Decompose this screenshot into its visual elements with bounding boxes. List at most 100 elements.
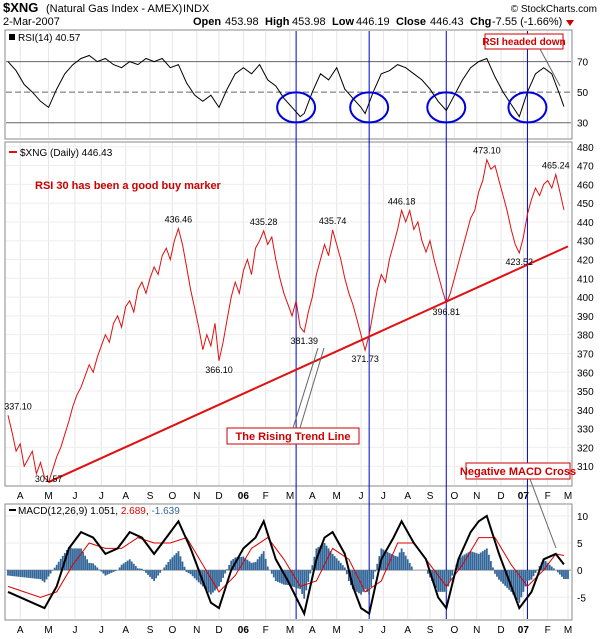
x-label-bottom: A — [309, 625, 316, 636]
macd-histogram-bar — [145, 570, 147, 573]
open-value: 453.98 — [225, 16, 259, 28]
rsi-headed-down-text: RSI headed down — [482, 37, 565, 48]
macd-histogram-bar — [439, 570, 442, 592]
macd-histogram-bar — [534, 570, 537, 573]
macd-histogram-bar — [471, 551, 474, 571]
macd-histogram-bar — [532, 570, 535, 577]
price-data-label: 366.10 — [205, 365, 233, 375]
price-data-label: 473.10 — [473, 146, 501, 156]
macd-histogram-bar — [331, 553, 334, 571]
macd-histogram-bar — [435, 570, 438, 589]
chg-label: Chg — [470, 16, 491, 28]
macd-histogram-bar — [449, 570, 452, 581]
macd-legend: MACD(12,26,9) 1.051, 2.689, -1.639 — [18, 506, 180, 517]
macd-histogram-bar — [356, 570, 358, 592]
macd-histogram-bar — [23, 570, 26, 578]
macd-histogram-bar — [82, 552, 84, 571]
open-label: Open — [193, 16, 221, 28]
x-label-bottom: F — [545, 625, 551, 636]
price-ytick-label: 380 — [577, 331, 594, 342]
macd-signal-line — [7, 536, 564, 598]
macd-histogram-bar — [352, 570, 354, 590]
macd-legend-macd: 1.051 — [90, 506, 115, 517]
macd-ytick-label: 10 — [577, 512, 589, 523]
macd-histogram-bar — [376, 563, 379, 571]
x-label-middle: M — [564, 491, 572, 502]
macd-histogram-bar — [157, 570, 160, 576]
macd-histogram-bar — [445, 570, 448, 592]
x-label-bottom: A — [17, 625, 24, 636]
macd-histogram-bar — [514, 570, 517, 598]
macd-histogram-bar — [289, 570, 291, 586]
x-label-middle: D — [497, 491, 504, 502]
macd-histogram-bar — [410, 566, 413, 571]
macd-histogram-bar — [209, 570, 212, 595]
price-ytick-label: 330 — [577, 425, 594, 436]
macd-histogram-bar — [149, 570, 151, 577]
macd-histogram-bar — [53, 567, 56, 571]
macd-histogram-bar — [19, 570, 22, 577]
macd-histogram-bar — [242, 556, 245, 571]
macd-histogram-bar — [323, 543, 326, 571]
x-label-middle: N — [473, 491, 480, 502]
x-axis-labels-middle: A M J J A S O N D 06 F M A M J J A S O N D 07 F M — [17, 491, 572, 502]
macd-histogram-bar — [143, 570, 145, 571]
macd-histogram-bar — [266, 566, 269, 571]
macd-histogram-bar — [506, 570, 509, 588]
macd-histogram-bar — [256, 559, 259, 571]
price-ytick-label: 400 — [577, 293, 594, 304]
high-label: High — [265, 16, 290, 28]
copyright: © StockCharts.com — [511, 4, 597, 15]
macd-histogram-bar — [175, 553, 178, 571]
macd-histogram-bar — [461, 555, 464, 571]
macd-histogram-bar — [69, 547, 72, 571]
macd-histogram-bar — [443, 570, 446, 592]
price-data-label: 423.52 — [506, 257, 534, 267]
rsi-oversold-circle — [349, 91, 390, 124]
macd-histogram-bar — [463, 554, 466, 571]
macd-histogram-bar — [358, 570, 360, 594]
price-series: 337.10 301.57 436.46 366.10 435.28 381.39 435.… — [4, 146, 569, 484]
macd-legend-signal: 2.689 — [121, 506, 146, 517]
macd-histogram-bar — [258, 556, 261, 571]
macd-histogram-bar — [475, 553, 478, 571]
macd-histogram-bar — [459, 557, 462, 571]
price-data-label: 446.18 — [388, 196, 416, 206]
macd-histogram-bar — [309, 570, 312, 574]
macd-histogram-bar — [246, 559, 249, 571]
macd-histogram-bar — [366, 570, 369, 592]
macd-histogram-bar — [47, 570, 50, 577]
macd-histogram-bar — [528, 570, 531, 581]
macd-histogram-bar — [362, 570, 364, 592]
macd-histogram-bar — [45, 570, 48, 580]
macd-histogram-bar — [136, 568, 139, 571]
price-data-label: 465.24 — [542, 160, 570, 170]
rsi-oversold-circle — [276, 91, 317, 124]
macd-histogram-bar — [159, 570, 162, 573]
macd-histogram-bar — [467, 552, 470, 571]
chg-value: -7.55 (-1.66%) — [492, 16, 562, 28]
x-label-bottom: S — [427, 625, 434, 636]
macd-histogram-bar — [96, 567, 99, 571]
macd-histogram-bar — [307, 570, 310, 582]
macd-histogram-bar — [90, 563, 93, 571]
macd-histogram-bar — [112, 570, 115, 572]
macd-histogram-bar — [130, 561, 133, 571]
price-ytick-label: 340 — [577, 406, 594, 417]
macd-histogram-bar — [510, 570, 513, 592]
macd-histogram-bar — [21, 570, 24, 578]
macd-histogram-bar — [524, 570, 527, 587]
rsi-oversold-circle — [426, 91, 467, 124]
macd-histogram-bar — [384, 550, 387, 571]
macd-histogram-bar — [153, 570, 155, 581]
x-label-middle: J — [381, 491, 386, 502]
macd-histogram-bar — [345, 570, 348, 575]
low-value: 446.19 — [356, 16, 390, 28]
x-label-bottom: D — [215, 625, 222, 636]
macd-histogram-bar — [433, 570, 435, 585]
macd-histogram-bar — [427, 570, 429, 574]
trend-line-text: The Rising Trend Line — [236, 431, 351, 443]
macd-histogram-bar — [276, 570, 279, 582]
macd-histogram-bar — [374, 570, 377, 572]
price-ytick-label: 440 — [577, 218, 594, 229]
